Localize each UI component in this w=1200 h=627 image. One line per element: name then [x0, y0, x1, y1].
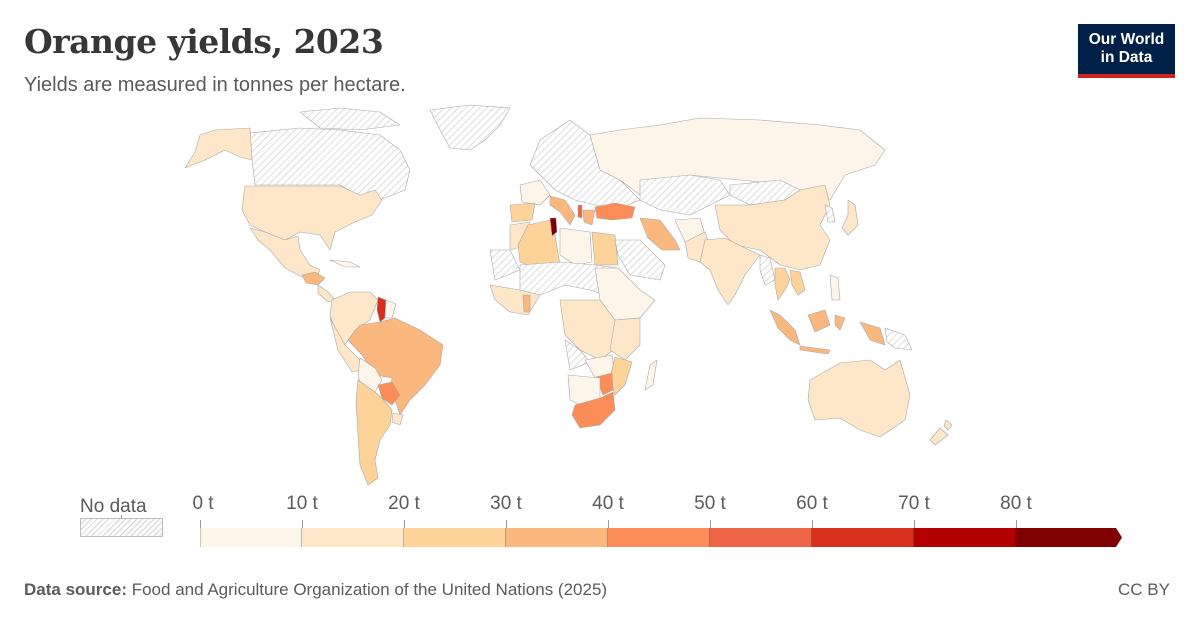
- legend-bin-70-80[interactable]: [914, 528, 1016, 547]
- region-guatemala-honduras[interactable]: [301, 271, 326, 286]
- legend-bin-0-10[interactable]: [200, 528, 302, 547]
- map-legend: No data 0 t 10 t 20 t 30 t 40 t 50 t 60 …: [0, 490, 1200, 560]
- legend-tick-label: 60 t: [796, 493, 828, 514]
- legend-tick: [608, 520, 609, 528]
- legend-bin-20-30[interactable]: [404, 528, 506, 547]
- region-alaska[interactable]: [184, 127, 253, 169]
- region-mexico[interactable]: [249, 227, 321, 281]
- region-libya[interactable]: [559, 227, 593, 266]
- legend-tick: [812, 520, 813, 528]
- region-new-zealand[interactable]: [929, 427, 949, 446]
- region-indonesia-papua[interactable]: [859, 321, 886, 346]
- region-papua-new-guinea[interactable]: [884, 327, 913, 351]
- legend-tick-label: 50 t: [694, 493, 726, 514]
- region-france[interactable]: [519, 179, 551, 206]
- legend-tick-label: 80 t: [1000, 493, 1032, 514]
- region-united-states[interactable]: [241, 185, 383, 251]
- region-greece[interactable]: [582, 209, 596, 226]
- logo-line-2: in Data: [1100, 49, 1153, 66]
- legend-tick-label: 30 t: [490, 493, 522, 514]
- region-china[interactable]: [714, 184, 831, 271]
- region-paraguay[interactable]: [377, 381, 401, 406]
- legend-tick-label: 40 t: [592, 493, 624, 514]
- region-greenland[interactable]: [429, 104, 511, 151]
- region-spain-portugal[interactable]: [509, 202, 536, 223]
- region-turkey[interactable]: [594, 202, 636, 221]
- chart-subtitle: Yields are measured in tonnes per hectar…: [24, 74, 406, 96]
- region-egypt[interactable]: [591, 231, 619, 266]
- logo-accent-bar: [1078, 74, 1175, 78]
- region-caribbean[interactable]: [329, 259, 361, 268]
- legend-bin-10-20[interactable]: [302, 528, 404, 547]
- legend-tick-label: 10 t: [286, 493, 318, 514]
- region-korea[interactable]: [824, 204, 836, 223]
- region-arctic-islands[interactable]: [299, 107, 401, 131]
- region-uruguay[interactable]: [391, 412, 404, 426]
- legend-bin-30-40[interactable]: [506, 528, 608, 547]
- region-madagascar[interactable]: [644, 359, 658, 391]
- no-data-tick: [121, 515, 122, 519]
- region-vietnam[interactable]: [789, 269, 806, 296]
- no-data-label: No data: [80, 496, 147, 517]
- legend-tick: [404, 520, 405, 528]
- region-guyana[interactable]: [376, 296, 387, 323]
- region-indonesia-borneo[interactable]: [807, 309, 831, 333]
- region-indonesia-java[interactable]: [799, 345, 831, 355]
- legend-tick: [302, 520, 303, 528]
- region-india[interactable]: [699, 237, 761, 306]
- region-australia[interactable]: [807, 359, 911, 438]
- legend-tick-label: 70 t: [898, 493, 930, 514]
- data-source-label: Data source:: [24, 580, 127, 599]
- region-thailand[interactable]: [774, 267, 791, 301]
- region-tunisia[interactable]: [549, 217, 558, 237]
- region-central-asia[interactable]: [639, 174, 731, 216]
- region-italy[interactable]: [549, 195, 576, 226]
- region-brazil[interactable]: [347, 317, 444, 416]
- region-saudi-arabia[interactable]: [614, 239, 666, 281]
- legend-tick-label: 0 t: [192, 493, 214, 514]
- region-canada[interactable]: [249, 127, 411, 201]
- region-western-sahara[interactable]: [489, 249, 521, 281]
- license-link[interactable]: CC BY: [1118, 580, 1170, 599]
- region-east-africa[interactable]: [609, 317, 641, 361]
- region-suriname-french-guiana[interactable]: [384, 299, 397, 319]
- region-central-africa[interactable]: [559, 299, 621, 361]
- legend-tick-label: 20 t: [388, 493, 420, 514]
- legend-bin-over-80[interactable]: [1016, 528, 1122, 547]
- region-south-africa[interactable]: [571, 391, 616, 429]
- chart-title: Orange yields, 2023: [24, 22, 384, 61]
- region-argentina-chile[interactable]: [355, 379, 393, 486]
- data-source: Data source: Food and Agriculture Organi…: [24, 580, 607, 600]
- region-iran[interactable]: [639, 217, 681, 251]
- legend-tick: [1016, 520, 1017, 528]
- owid-logo[interactable]: Our World in Data: [1078, 24, 1175, 78]
- region-japan[interactable]: [841, 199, 859, 236]
- legend-tick: [710, 520, 711, 528]
- world-map: [184, 104, 953, 486]
- no-data-swatch[interactable]: [80, 518, 163, 537]
- region-indonesia-sumatra[interactable]: [769, 309, 801, 346]
- legend-bin-60-70[interactable]: [812, 528, 914, 547]
- region-albania[interactable]: [577, 204, 583, 219]
- region-myanmar[interactable]: [759, 254, 776, 286]
- legend-tick: [506, 520, 507, 528]
- legend-tick: [200, 520, 201, 528]
- region-indonesia-sulawesi[interactable]: [834, 314, 846, 331]
- legend-bin-50-60[interactable]: [710, 528, 812, 547]
- data-source-text[interactable]: Food and Agriculture Organization of the…: [131, 580, 608, 599]
- legend-bin-40-50[interactable]: [608, 528, 710, 547]
- legend-tick: [914, 520, 915, 528]
- region-new-zealand-north[interactable]: [943, 419, 953, 431]
- logo-line-1: Our World: [1088, 31, 1165, 48]
- region-ghana[interactable]: [522, 294, 531, 313]
- region-central-america-south[interactable]: [317, 284, 336, 303]
- region-philippines[interactable]: [829, 274, 841, 301]
